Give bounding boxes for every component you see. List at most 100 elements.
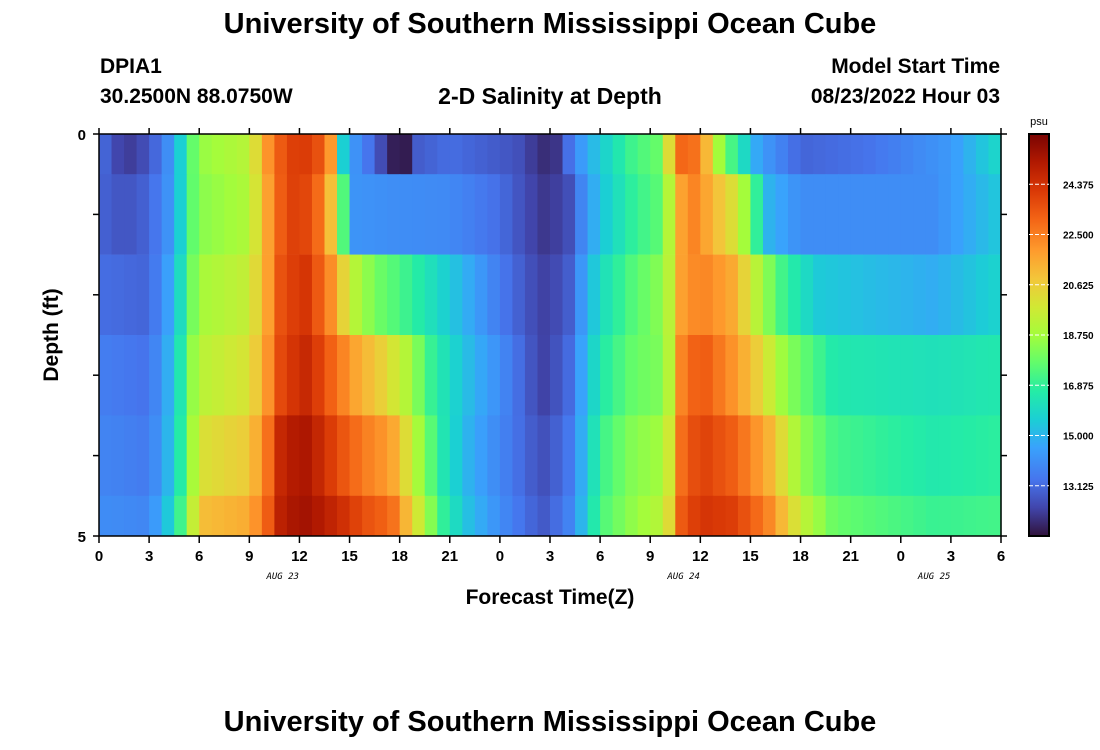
heatmap-cell	[775, 174, 789, 255]
heatmap-cell	[913, 335, 927, 416]
heatmap-cell	[950, 495, 965, 537]
heatmap-cell	[512, 134, 526, 175]
heatmap-cell	[136, 495, 150, 537]
heatmap-cell	[600, 254, 614, 336]
heatmap-cell	[675, 495, 689, 537]
heatmap-cell	[700, 134, 714, 175]
heatmap-cell	[524, 174, 539, 255]
x-tick-label: 9	[245, 548, 253, 565]
heatmap-cell	[825, 254, 839, 336]
colorbar-tick-label: 13.125	[1063, 482, 1094, 493]
heatmap-cell	[850, 254, 864, 336]
heatmap-cell	[349, 174, 363, 255]
heatmap-cell	[875, 335, 889, 416]
heatmap-cell	[199, 415, 213, 497]
heatmap-cell	[625, 174, 639, 255]
heatmap-cell	[111, 495, 125, 537]
heatmap-cell	[687, 495, 701, 537]
heatmap-cell	[124, 134, 138, 175]
heatmap-cell	[813, 495, 827, 537]
colorbar-tick-label: 24.375	[1063, 180, 1094, 191]
colorbar-tick-label: 15.000	[1063, 432, 1094, 443]
heatmap-cell	[362, 415, 376, 497]
heatmap-cell	[712, 254, 726, 336]
heatmap-cell	[299, 134, 313, 175]
heatmap-cell	[888, 335, 902, 416]
heatmap-cell	[462, 415, 476, 497]
heatmap-cell	[249, 174, 263, 255]
heatmap-cell	[362, 254, 376, 336]
heatmap-cell	[712, 174, 726, 255]
heatmap-cell	[524, 415, 539, 497]
heatmap-cell	[737, 134, 752, 175]
heatmap-cell	[712, 335, 726, 416]
heatmap-cell	[99, 174, 113, 255]
heatmap-cell	[813, 254, 827, 336]
x-tick-label: 0	[496, 548, 504, 565]
heatmap-cell	[788, 495, 802, 537]
heatmap-cell	[700, 335, 714, 416]
heatmap-cell	[299, 415, 313, 497]
heatmap-cell	[750, 415, 764, 497]
heatmap-cell	[249, 415, 263, 497]
heatmap-cell	[900, 495, 914, 537]
heatmap-cell	[236, 495, 250, 537]
heatmap-cell	[236, 415, 250, 497]
heatmap-cell	[925, 495, 939, 537]
x-tick-label: 15	[742, 548, 759, 565]
heatmap-cell	[99, 134, 113, 175]
heatmap-cell	[512, 254, 526, 336]
heatmap-cell	[662, 254, 676, 336]
heatmap-cell	[863, 134, 877, 175]
heatmap-cell	[725, 335, 739, 416]
plot-title: 2-D Salinity at Depth	[438, 83, 662, 109]
heatmap-cell	[249, 254, 263, 336]
heatmap-cell	[662, 415, 676, 497]
heatmap-cell	[537, 335, 551, 416]
heatmap-cell	[437, 335, 451, 416]
heatmap-cell	[124, 174, 138, 255]
heatmap-cell	[575, 254, 589, 336]
heatmap-cell	[838, 415, 852, 497]
heatmap-cell	[299, 495, 313, 537]
heatmap-cell	[950, 174, 965, 255]
heatmap-cell	[199, 335, 213, 416]
heatmap-cell	[337, 495, 351, 537]
heatmap-cell	[474, 495, 488, 537]
colorbar-unit: psu	[1030, 116, 1048, 128]
heatmap-cell	[362, 134, 376, 175]
heatmap-cell	[236, 134, 250, 175]
heatmap-cell	[249, 134, 263, 175]
heatmap-cell	[913, 495, 927, 537]
heatmap-cell	[762, 254, 777, 336]
heatmap-cell	[224, 254, 238, 336]
x-tick-label: 21	[842, 548, 859, 565]
heatmap-cell	[374, 495, 388, 537]
y-tick-label: 0	[78, 127, 86, 144]
heatmap-cell	[462, 335, 476, 416]
heatmap-cell	[575, 174, 589, 255]
heatmap-cell	[349, 335, 363, 416]
heatmap-cell	[199, 134, 213, 175]
heatmap-cell	[925, 415, 939, 497]
heatmap-cell	[249, 495, 263, 537]
heatmap-cell	[950, 134, 965, 175]
heatmap-cell	[487, 495, 501, 537]
heatmap-cell	[462, 254, 476, 336]
heatmap-cell	[562, 174, 576, 255]
heatmap-cell	[449, 134, 463, 175]
heatmap-cell	[988, 415, 1002, 497]
heatmap-cell	[888, 415, 902, 497]
axis-ticks	[93, 128, 1007, 543]
heatmap-cell	[399, 174, 413, 255]
heatmap-cell	[687, 415, 701, 497]
heatmap-cell	[813, 415, 827, 497]
heatmap-cell	[537, 495, 551, 537]
heatmap-cell	[587, 174, 601, 255]
heatmap-cell	[349, 495, 363, 537]
heatmap-cell	[612, 174, 626, 255]
heatmap-cell	[725, 415, 739, 497]
heatmap-cell	[337, 134, 351, 175]
model-start-label: Model Start Time	[831, 55, 1000, 78]
heatmap-cell	[174, 174, 188, 255]
